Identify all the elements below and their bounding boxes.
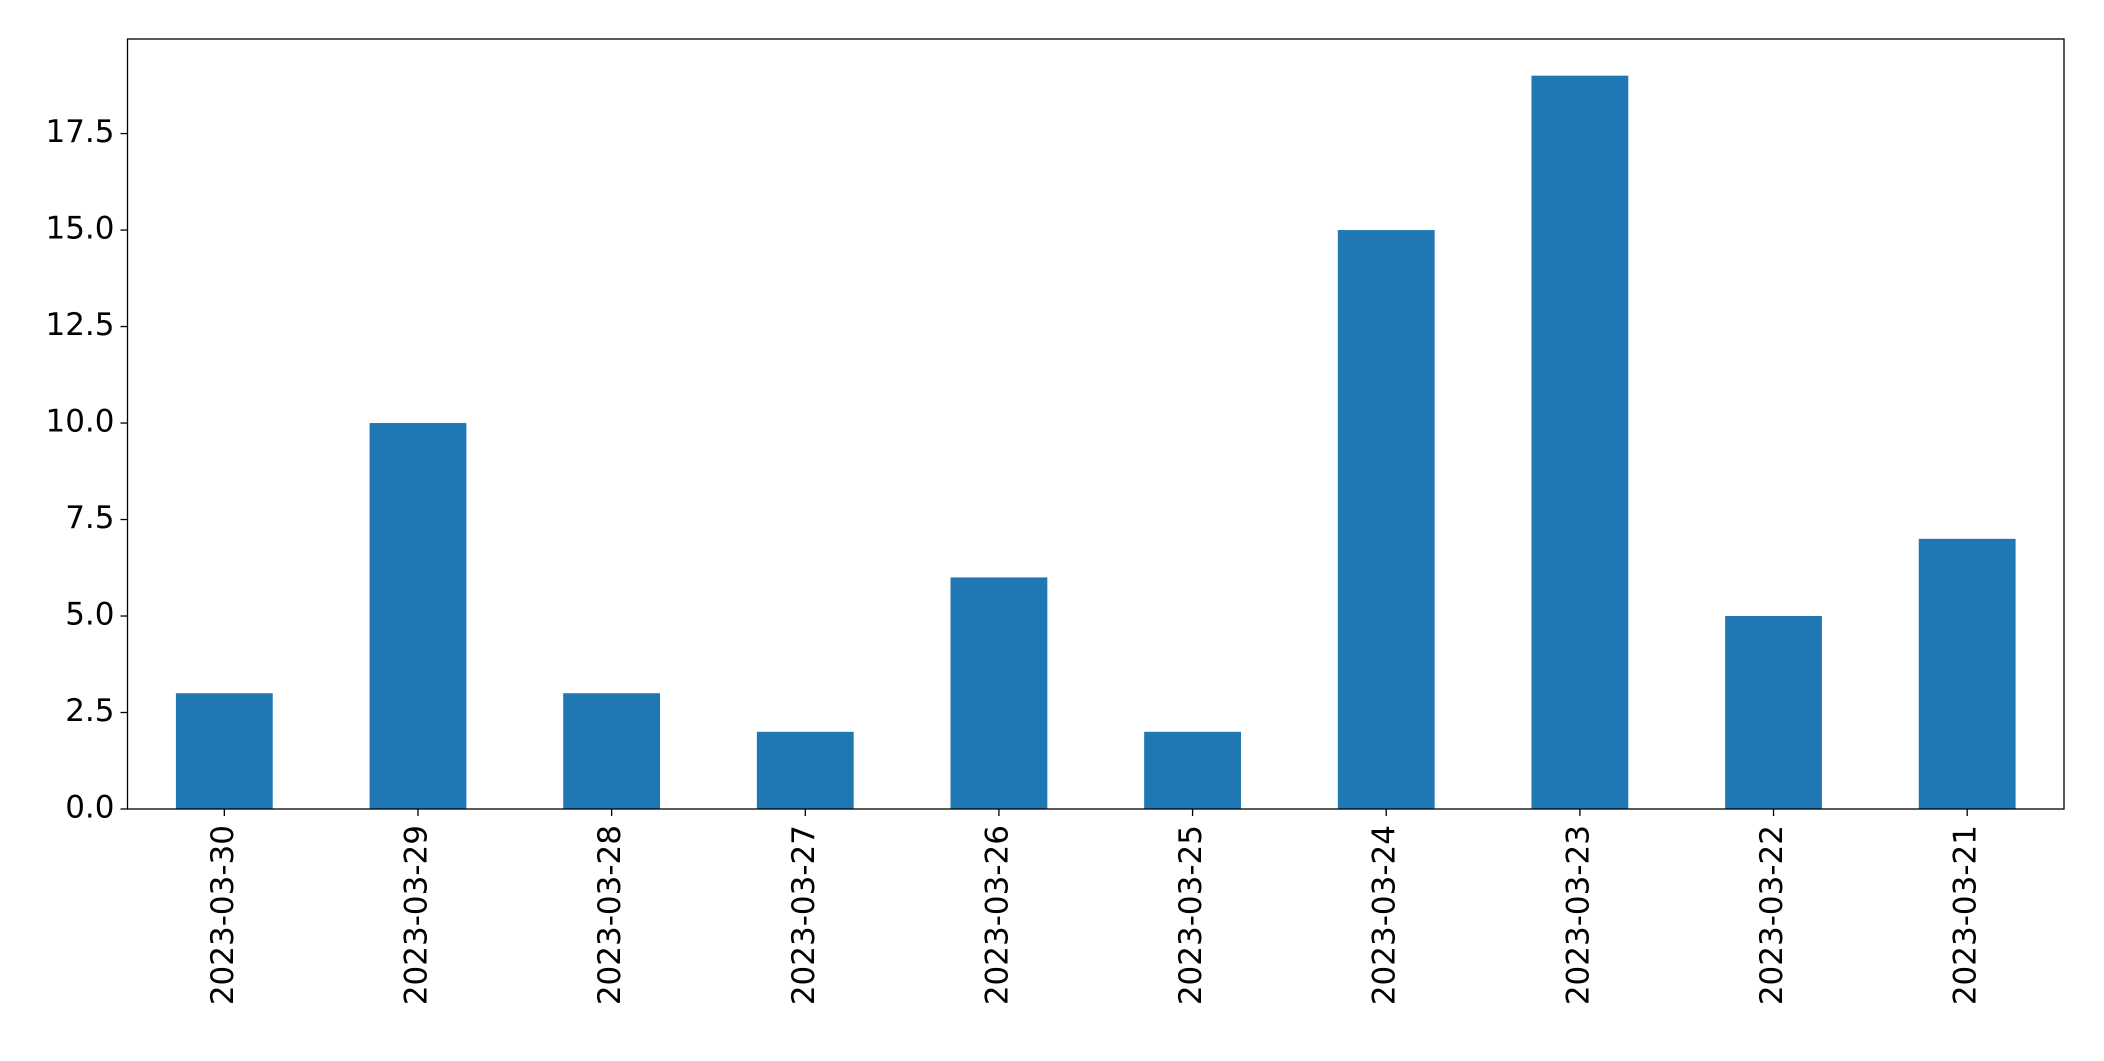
x-tick-label: 2023-03-24 <box>1367 825 1403 1005</box>
bar <box>950 577 1048 809</box>
bar <box>1337 230 1435 810</box>
y-tick-label: 10.0 <box>45 404 114 440</box>
x-tick-label: 2023-03-22 <box>1754 825 1790 1005</box>
plot-frame <box>126 38 2065 810</box>
x-tick-label: 2023-03-23 <box>1560 825 1596 1005</box>
x-tick-label: 2023-03-25 <box>1173 825 1209 1005</box>
y-tick-label: 15.0 <box>45 211 114 247</box>
bar <box>1531 75 1629 809</box>
x-tick-label: 2023-03-27 <box>786 825 822 1005</box>
bar <box>369 423 467 809</box>
bar <box>175 693 273 809</box>
bar <box>1725 616 1822 809</box>
y-tick-label: 2.5 <box>65 693 114 729</box>
x-tick-label: 2023-03-26 <box>979 825 1015 1005</box>
x-tick-label: 2023-03-29 <box>398 825 434 1005</box>
bar <box>756 731 854 809</box>
y-tick-label: 17.5 <box>45 114 114 150</box>
bar <box>563 693 661 809</box>
x-tick-label: 2023-03-21 <box>1948 825 1984 1005</box>
x-tick-label: 2023-03-28 <box>592 825 628 1005</box>
x-tick-label: 2023-03-30 <box>205 825 241 1005</box>
y-tick-label: 0.0 <box>65 790 114 826</box>
y-tick-label: 12.5 <box>45 307 114 343</box>
y-tick-label: 7.5 <box>65 500 114 536</box>
bar <box>1144 731 1241 809</box>
y-tick-label: 5.0 <box>65 597 114 633</box>
bar <box>1918 538 2016 809</box>
